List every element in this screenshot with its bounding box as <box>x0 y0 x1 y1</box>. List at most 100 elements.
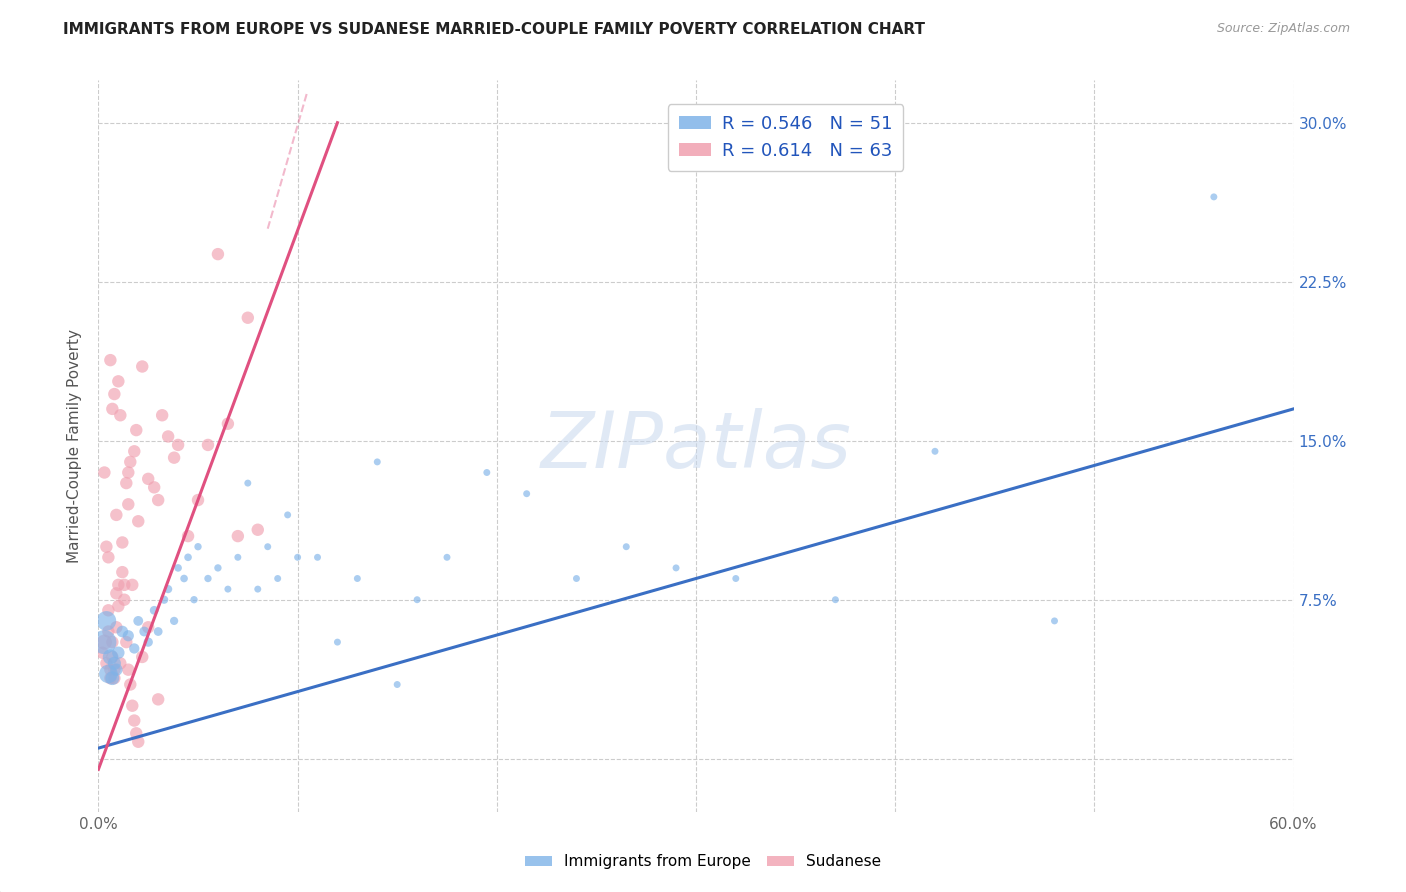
Point <box>98 353 122 368</box>
Point <box>307 550 329 565</box>
Point <box>96 614 118 628</box>
Legend: Immigrants from Europe, Sudanese: Immigrants from Europe, Sudanese <box>519 848 887 875</box>
Point <box>134 624 156 639</box>
Point <box>112 578 135 592</box>
Point <box>107 578 129 592</box>
Point <box>163 614 186 628</box>
Point <box>167 561 190 575</box>
Point <box>236 476 259 491</box>
Point <box>110 409 132 423</box>
Point <box>136 472 159 486</box>
Point <box>121 698 143 713</box>
Point <box>96 657 118 671</box>
Point <box>436 550 458 565</box>
Point <box>101 649 124 664</box>
Point <box>101 635 124 649</box>
Point <box>103 387 125 401</box>
Point <box>163 450 186 465</box>
Text: ZIPatlas: ZIPatlas <box>540 408 852 484</box>
Point <box>226 550 249 565</box>
Point <box>148 692 170 706</box>
Point <box>107 646 129 660</box>
Point <box>187 493 209 508</box>
Point <box>105 663 128 677</box>
Point <box>125 726 148 740</box>
Point <box>187 540 209 554</box>
Point <box>112 592 135 607</box>
Point <box>475 466 498 480</box>
Point <box>143 603 166 617</box>
Point <box>277 508 299 522</box>
Point <box>121 578 143 592</box>
Text: IMMIGRANTS FROM EUROPE VS SUDANESE MARRIED-COUPLE FAMILY POVERTY CORRELATION CHA: IMMIGRANTS FROM EUROPE VS SUDANESE MARRI… <box>63 22 925 37</box>
Point <box>120 455 142 469</box>
Point <box>98 663 122 677</box>
Point <box>1202 190 1225 204</box>
Point <box>326 635 349 649</box>
Point <box>516 486 538 500</box>
Point <box>406 592 429 607</box>
Point <box>117 663 139 677</box>
Point <box>157 429 180 443</box>
Point <box>287 550 309 565</box>
Point <box>105 586 128 600</box>
Point <box>614 540 637 554</box>
Point <box>665 561 688 575</box>
Point <box>246 582 269 596</box>
Point <box>125 423 148 437</box>
Point <box>101 671 124 685</box>
Point <box>183 592 205 607</box>
Point <box>117 466 139 480</box>
Point <box>103 663 125 677</box>
Point <box>157 582 180 596</box>
Point <box>173 572 195 586</box>
Point <box>226 529 249 543</box>
Point <box>97 667 120 681</box>
Point <box>107 599 129 613</box>
Point <box>96 540 118 554</box>
Point <box>93 635 115 649</box>
Point <box>98 671 122 685</box>
Point <box>127 735 149 749</box>
Point <box>127 514 149 528</box>
Point <box>236 310 259 325</box>
Point <box>153 592 176 607</box>
Point <box>103 657 125 671</box>
Point <box>565 572 588 586</box>
Text: Source: ZipAtlas.com: Source: ZipAtlas.com <box>1216 22 1350 36</box>
Point <box>267 572 290 586</box>
Point <box>924 444 946 458</box>
Point <box>111 535 134 549</box>
Point <box>217 582 239 596</box>
Point <box>143 480 166 494</box>
Y-axis label: Married-Couple Family Poverty: Married-Couple Family Poverty <box>67 329 83 563</box>
Point <box>131 359 153 374</box>
Point <box>246 523 269 537</box>
Point <box>217 417 239 431</box>
Point <box>117 497 139 511</box>
Point <box>97 603 120 617</box>
Point <box>115 635 138 649</box>
Point <box>197 572 219 586</box>
Point <box>207 561 229 575</box>
Point <box>167 438 190 452</box>
Point <box>824 592 846 607</box>
Point <box>93 635 115 649</box>
Point <box>97 550 120 565</box>
Point <box>111 624 134 639</box>
Point <box>346 572 368 586</box>
Point <box>256 540 278 554</box>
Point <box>127 614 149 628</box>
Point <box>366 455 388 469</box>
Point <box>1043 614 1066 628</box>
Point <box>177 550 200 565</box>
Point <box>150 409 173 423</box>
Point <box>101 401 124 416</box>
Point <box>136 635 159 649</box>
Point <box>110 657 132 671</box>
Point <box>105 508 128 522</box>
Point <box>148 624 170 639</box>
Point <box>177 529 200 543</box>
Point <box>724 572 747 586</box>
Legend: R = 0.546   N = 51, R = 0.614   N = 63: R = 0.546 N = 51, R = 0.614 N = 63 <box>668 104 903 170</box>
